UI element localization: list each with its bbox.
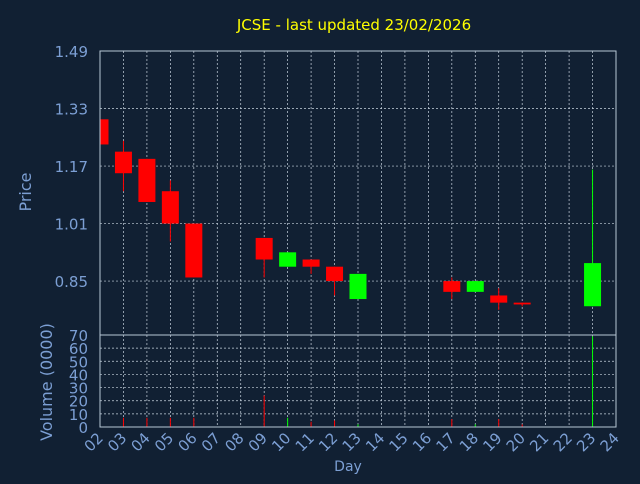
x-tick-label: 06: [174, 429, 200, 455]
volume-panel-frame: [99, 334, 617, 428]
x-tick-label: 14: [362, 429, 388, 455]
x-tick-label: 16: [409, 429, 435, 455]
x-tick-label: 09: [245, 429, 271, 455]
volume-tick-label: 40: [69, 366, 88, 384]
x-tick-labels: 0203040506070809101112131415161718192021…: [81, 429, 623, 455]
candle-body: [443, 281, 461, 292]
x-tick-label: 17: [432, 429, 458, 455]
candle-body: [100, 119, 109, 145]
candle-body: [584, 263, 602, 307]
price-tick-label: 1.49: [55, 43, 88, 61]
x-tick-label: 21: [526, 429, 552, 455]
x-tick-label: 04: [128, 429, 154, 455]
chart-title: JCSE - last updated 23/02/2026: [236, 16, 471, 34]
volume-tick-label: 30: [69, 380, 88, 398]
volume-tick-label: 0: [78, 419, 88, 437]
x-tick-label: 08: [221, 429, 247, 455]
volume-tick-label: 10: [69, 406, 88, 424]
volume-tick-label: 60: [69, 340, 88, 358]
volume-tick-label: 20: [69, 393, 88, 411]
price-tick-label: 1.01: [55, 216, 88, 234]
x-tick-label: 22: [550, 429, 576, 455]
volume-gridlines: [100, 335, 616, 427]
candle-body: [255, 237, 273, 260]
x-tick-label: 18: [456, 429, 482, 455]
x-tick-label: 11: [292, 429, 318, 455]
x-axis-label: Day: [334, 459, 362, 475]
candle-body: [349, 273, 367, 300]
x-tick-label: 10: [268, 429, 294, 455]
x-tick-label: 24: [597, 429, 623, 455]
price-tick-label: 1.33: [55, 101, 88, 119]
candle-body: [466, 281, 484, 292]
x-tick-label: 15: [386, 429, 412, 455]
candle-body: [490, 295, 508, 303]
candle-body: [279, 252, 297, 267]
volume-tick-label: 70: [69, 327, 88, 345]
volume-tick-label: 50: [69, 353, 88, 371]
volume-bars: [99, 336, 594, 427]
candle-body: [138, 158, 156, 202]
x-tick-label: 20: [503, 429, 529, 455]
volume-axis-label: Volume (0000): [37, 323, 56, 441]
price-tick-label: 0.85: [55, 273, 88, 291]
x-tick-label: 05: [151, 429, 177, 455]
price-tick-label: 1.17: [55, 158, 88, 176]
candle-body: [326, 266, 344, 282]
candle-body: [185, 223, 203, 278]
x-tick-label: 13: [339, 429, 365, 455]
candle-body: [513, 302, 531, 305]
candle-body: [114, 151, 132, 174]
x-tick-label: 19: [479, 429, 505, 455]
x-tick-label: 07: [198, 429, 224, 455]
x-tick-label: 03: [104, 429, 130, 455]
x-tick-label: 23: [573, 429, 599, 455]
candle-body: [302, 259, 320, 267]
candle-body: [161, 191, 179, 224]
price-axis-label: Price: [16, 172, 35, 211]
candles: [99, 119, 602, 310]
price-tick-labels: 0.85 1.01 1.17 1.33 1.49: [55, 43, 88, 291]
x-tick-label: 12: [315, 429, 341, 455]
